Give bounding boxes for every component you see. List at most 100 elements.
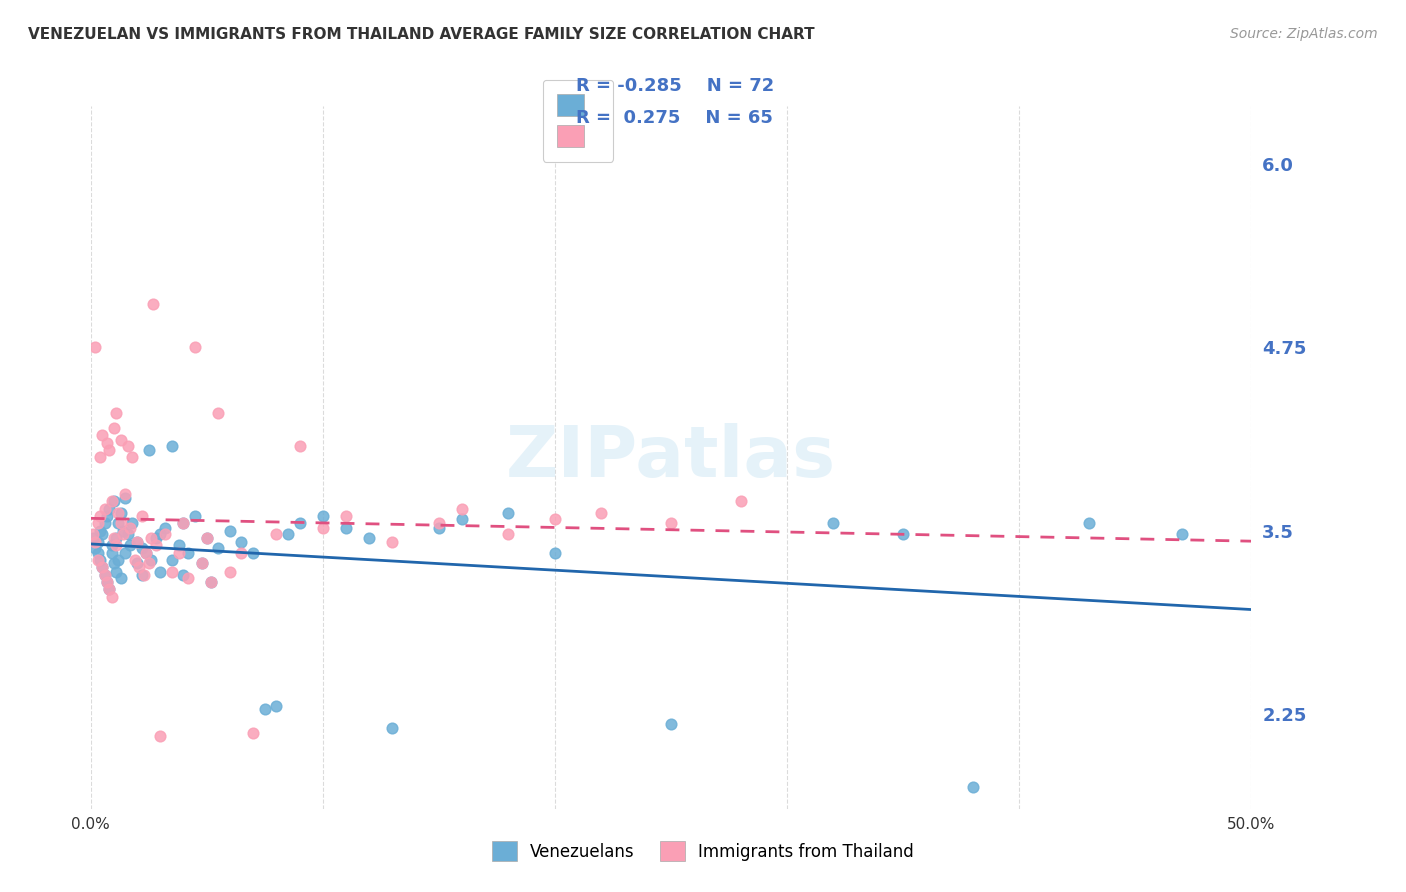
Point [86, 553, 108, 567]
Point [312, 508, 335, 523]
Point [86, 535, 108, 549]
Point [149, 565, 172, 579]
Point [544, 546, 567, 560]
Point [121, 516, 143, 531]
Text: R =  0.275    N = 65: R = 0.275 N = 65 [575, 110, 772, 128]
Point [82, 526, 104, 541]
Point [184, 508, 207, 523]
Point [107, 506, 129, 520]
Point [84, 541, 107, 556]
Point [82, 531, 104, 545]
Point [277, 526, 299, 541]
Point [135, 546, 157, 560]
Point [242, 546, 264, 560]
Point [381, 722, 404, 736]
Point [891, 526, 914, 541]
Point [114, 487, 136, 501]
Point [195, 531, 218, 545]
Point [149, 729, 172, 743]
Point [142, 296, 165, 310]
Point [110, 570, 132, 584]
Point [160, 439, 183, 453]
Point [659, 516, 682, 531]
Point [451, 501, 474, 516]
Point [138, 556, 160, 570]
Point [125, 535, 148, 549]
Point [207, 541, 229, 556]
Point [172, 516, 194, 531]
Point [498, 506, 520, 520]
Point [112, 524, 135, 538]
Point [427, 521, 450, 535]
Point [93, 516, 115, 531]
Point [124, 553, 146, 567]
Point [218, 565, 240, 579]
Point [84, 535, 107, 549]
Point [253, 702, 276, 716]
Point [105, 406, 128, 420]
Point [195, 531, 218, 545]
Point [98, 582, 121, 597]
Point [114, 491, 136, 506]
Point [544, 512, 567, 526]
Point [200, 574, 222, 589]
Point [266, 699, 288, 714]
Point [98, 582, 121, 597]
Point [231, 546, 253, 560]
Point [730, 494, 752, 508]
Point [103, 421, 125, 435]
Point [131, 541, 153, 556]
Point [103, 494, 125, 508]
Point [93, 567, 115, 582]
Text: R = -0.285    N = 72: R = -0.285 N = 72 [575, 77, 773, 95]
Point [207, 406, 229, 420]
Point [149, 526, 172, 541]
Point [91, 526, 114, 541]
Point [96, 574, 118, 589]
Point [117, 439, 139, 453]
Point [110, 433, 132, 447]
Point [160, 565, 183, 579]
Point [266, 526, 288, 541]
Point [139, 531, 162, 545]
Point [191, 556, 214, 570]
Point [153, 521, 176, 535]
Text: VENEZUELAN VS IMMIGRANTS FROM THAILAND AVERAGE FAMILY SIZE CORRELATION CHART: VENEZUELAN VS IMMIGRANTS FROM THAILAND A… [28, 27, 814, 42]
Point [93, 567, 115, 582]
Point [145, 538, 167, 552]
Point [96, 508, 118, 523]
Point [139, 553, 162, 567]
Point [177, 546, 200, 560]
Point [89, 524, 111, 538]
Point [135, 546, 157, 560]
Point [120, 538, 142, 552]
Legend: , : , [543, 79, 613, 161]
Point [451, 512, 474, 526]
Point [288, 439, 311, 453]
Point [107, 553, 129, 567]
Point [105, 538, 128, 552]
Legend: Venezuelans, Immigrants from Thailand: Venezuelans, Immigrants from Thailand [478, 828, 928, 875]
Point [114, 546, 136, 560]
Point [177, 570, 200, 584]
Point [91, 560, 114, 574]
Text: Source: ZipAtlas.com: Source: ZipAtlas.com [1230, 27, 1378, 41]
Point [591, 506, 613, 520]
Point [167, 546, 190, 560]
Point [121, 450, 143, 465]
Point [160, 553, 183, 567]
Point [89, 553, 111, 567]
Point [110, 516, 132, 531]
Point [112, 526, 135, 541]
Point [231, 535, 253, 549]
Point [191, 556, 214, 570]
Point [100, 546, 122, 560]
Point [86, 546, 108, 560]
Point [659, 717, 682, 731]
Point [105, 531, 128, 545]
Point [86, 516, 108, 531]
Point [93, 501, 115, 516]
Point [172, 516, 194, 531]
Point [498, 526, 520, 541]
Point [105, 565, 128, 579]
